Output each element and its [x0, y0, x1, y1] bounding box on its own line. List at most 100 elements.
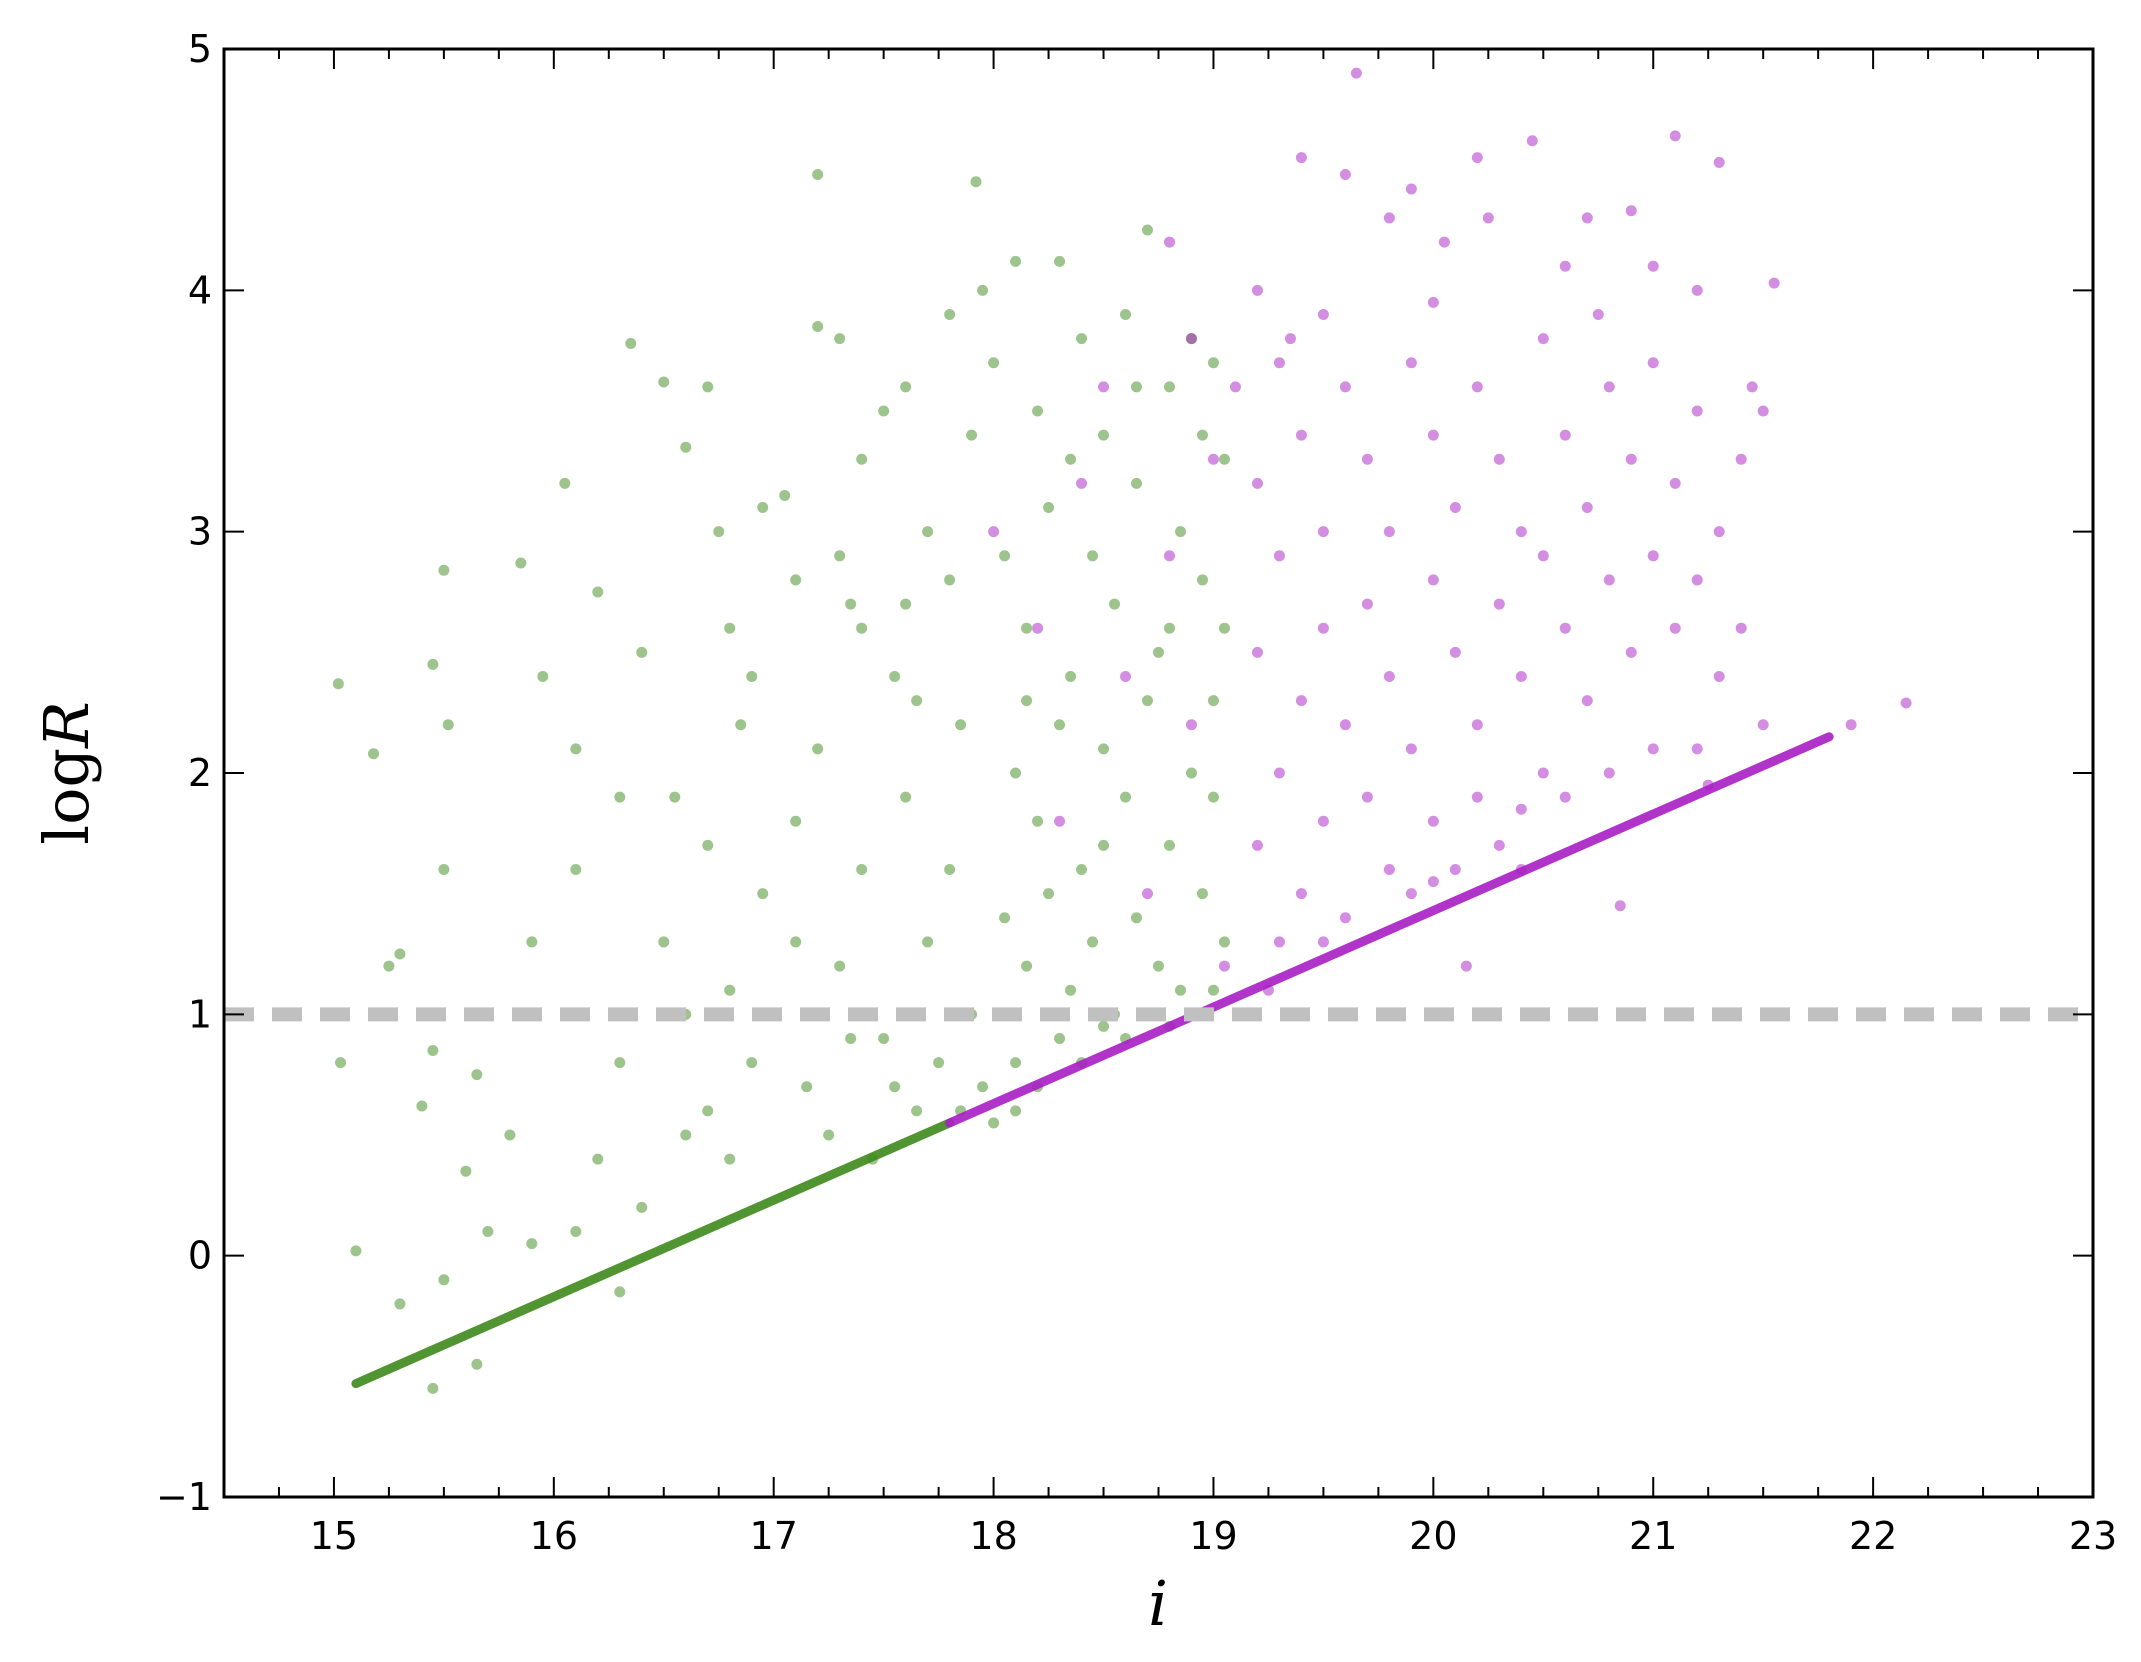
series-1-point [1713, 670, 1725, 682]
series-0-point [1185, 767, 1197, 779]
series-0-point [988, 1117, 1000, 1129]
series-0-point [559, 477, 571, 489]
x-tick-label: 20 [1409, 1514, 1457, 1558]
series-1-point [1273, 767, 1285, 779]
series-1-point [1691, 284, 1703, 296]
series-0-point [889, 1081, 901, 1093]
series-0-point [713, 526, 725, 538]
series-0-point [1207, 357, 1219, 369]
series-0-point [680, 1129, 692, 1141]
series-1-point [1559, 429, 1571, 441]
series-1-point [1526, 135, 1538, 147]
series-0-point [1153, 960, 1164, 972]
y-axis-label-prefix: log [30, 748, 103, 845]
series-0-point [614, 1286, 626, 1298]
series-0-point [735, 719, 747, 731]
series-1-point [1592, 308, 1604, 320]
series-0-point [1010, 1057, 1022, 1069]
series-0-point [570, 743, 582, 755]
x-tick-label: 15 [310, 1514, 358, 1558]
series-1-point [1163, 236, 1175, 248]
series-0-point [1142, 695, 1154, 707]
series-0-point [442, 719, 454, 731]
series-1-point [1339, 719, 1351, 731]
y-tick-label: 0 [188, 1234, 212, 1278]
series-1-point [1120, 670, 1132, 682]
series-1-point [1295, 888, 1307, 900]
series-0-point [1098, 1020, 1110, 1032]
series-1-point [1273, 550, 1285, 562]
series-1-point [1603, 767, 1615, 779]
series-0-point [636, 1201, 648, 1213]
series-1-point [1054, 815, 1066, 827]
series-0-point [999, 550, 1011, 562]
series-1-point [1713, 156, 1725, 168]
series-0-point [922, 936, 934, 948]
series-0-point [1032, 405, 1044, 417]
series-0-point [526, 936, 538, 948]
series-0-point [834, 960, 846, 972]
x-tick-label: 23 [2069, 1514, 2117, 1558]
series-1-point [1537, 767, 1549, 779]
series-0-point [1163, 839, 1175, 851]
series-1-point [1295, 152, 1307, 164]
series-1-point [1185, 719, 1197, 731]
series-0-point [1010, 767, 1022, 779]
series-0-point [1109, 598, 1121, 610]
series-1-point [1427, 876, 1439, 888]
series-0-point [1131, 912, 1143, 924]
x-tick-label: 22 [1849, 1514, 1897, 1558]
series-0-point [977, 1081, 989, 1093]
series-0-point [1021, 695, 1033, 707]
series-0-point [1043, 502, 1055, 514]
series-1-point [1581, 502, 1593, 514]
y-tick-label: 5 [188, 27, 212, 71]
series-0-point [537, 670, 549, 682]
series-0-point [944, 308, 956, 320]
series-1-point [1647, 550, 1659, 562]
series-0-point [911, 695, 923, 707]
series-1-point [1361, 791, 1373, 803]
series-1-point [1691, 574, 1703, 586]
series-1-point [1273, 357, 1285, 369]
series-1-point [1900, 697, 1912, 709]
series-0-point [332, 678, 344, 690]
series-1-point [1493, 598, 1505, 610]
series-0-point [1010, 1105, 1022, 1117]
series-1-point [1383, 212, 1395, 224]
series-1-point [1625, 205, 1637, 217]
series-0-point [1207, 984, 1219, 996]
y-tick-label: 4 [188, 268, 212, 312]
series-0-point [504, 1129, 516, 1141]
series-0-point [1065, 670, 1077, 682]
series-1-point [1691, 405, 1703, 417]
series-1-point [1284, 333, 1296, 345]
x-tick-label: 16 [530, 1514, 578, 1558]
series-0-point [900, 381, 912, 393]
series-1-point [1262, 984, 1274, 996]
series-0-point [1163, 622, 1175, 634]
series-1-point [1559, 622, 1571, 634]
series-0-point [702, 839, 714, 851]
series-1-point [1746, 381, 1758, 393]
series-0-point [394, 1298, 406, 1310]
series-0-point [592, 1153, 604, 1165]
series-1-point [1515, 864, 1527, 876]
series-0-point [812, 168, 824, 180]
series-0-point [427, 1382, 439, 1394]
series-1-point [1471, 381, 1483, 393]
series-0-point [999, 912, 1011, 924]
series-0-point [724, 1153, 736, 1165]
series-0-point [757, 888, 769, 900]
series-0-point [878, 405, 890, 417]
series-0-point [427, 658, 439, 670]
series-0-point [1098, 839, 1110, 851]
x-tick-label: 21 [1629, 1514, 1677, 1558]
series-0-point [1218, 453, 1230, 465]
series-1-point [1142, 888, 1154, 900]
series-1-point [1647, 357, 1659, 369]
series-1-point [1251, 839, 1263, 851]
series-0-point [757, 502, 769, 514]
series-1-point [1163, 550, 1175, 562]
